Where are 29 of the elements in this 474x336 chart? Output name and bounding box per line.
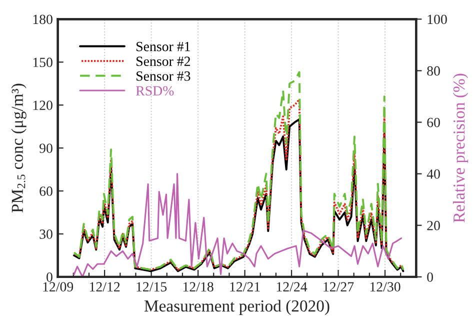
y2-axis-title: Relative precision (%) [452, 74, 468, 222]
y-tick-label: 120 [33, 100, 52, 110]
y-tick-label: 180 [33, 14, 52, 24]
x-tick-label: 12/24 [276, 282, 308, 292]
x-tick-label: 12/09 [43, 282, 74, 292]
x-tick-label: 12/12 [90, 282, 120, 292]
y2-tick-label: 100 [428, 14, 447, 24]
y2-tick-label: 60 [427, 118, 440, 128]
legend-label: Sensor #2 [136, 56, 190, 66]
y-axis-title: PM$_{2.5}$ conc (μg/m³) [11, 84, 26, 213]
y2-tick-label: 0 [427, 272, 434, 282]
y-tick-label: 60 [40, 186, 52, 196]
x-tick-label: 12/15 [136, 282, 167, 292]
x-tick-label: 12/18 [183, 282, 214, 292]
y-tick-label: 0 [46, 272, 52, 282]
line-series [73, 173, 402, 277]
x-tick-label: 12/21 [230, 282, 260, 292]
y2-tick-label: 80 [427, 66, 440, 76]
y-tick-label: 30 [40, 229, 52, 239]
y-tick-label: 90 [40, 144, 52, 153]
x-tick-label: 12/30 [370, 282, 400, 292]
y-tick-label: 150 [33, 58, 52, 68]
y2-tick-label: 20 [427, 220, 440, 230]
x-tick-label: 12/27 [324, 282, 354, 292]
x-axis-title: Measurement period (2020) [144, 300, 330, 315]
legend-label: Sensor #3 [136, 71, 190, 81]
y2-tick-label: 40 [426, 169, 440, 179]
legend-label: Sensor #1 [136, 42, 190, 52]
legend-label: RSD% [136, 86, 174, 96]
